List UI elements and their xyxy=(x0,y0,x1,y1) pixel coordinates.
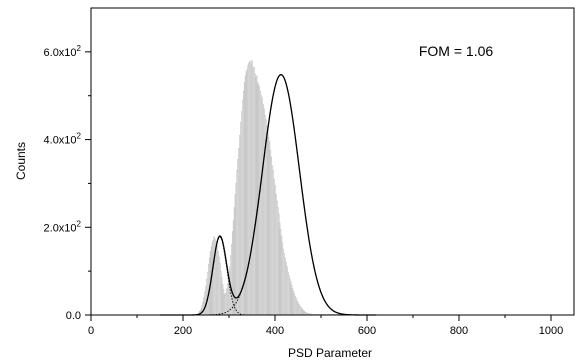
x-tick-label: 200 xyxy=(174,325,192,337)
y-tick-label: 4.0x102 xyxy=(44,132,82,147)
y-axis: 0.0 2.0x102 4.0x102 6.0x102 xyxy=(44,44,91,322)
fom-annotation: FOM = 1.06 xyxy=(419,43,494,59)
y-tick-label: 2.0x102 xyxy=(44,219,82,234)
x-tick-label: 600 xyxy=(358,325,376,337)
y-tick-label: 0.0 xyxy=(66,310,81,322)
x-tick-label: 800 xyxy=(450,325,468,337)
x-axis-title: PSD Parameter xyxy=(288,346,372,360)
histogram-bars xyxy=(198,60,352,316)
x-tick-label: 400 xyxy=(266,325,284,337)
plot-frame xyxy=(90,7,575,316)
x-axis: 0 200 400 600 800 1000 xyxy=(88,315,563,337)
y-axis-title: Counts xyxy=(14,142,28,180)
x-tick-label: 0 xyxy=(88,325,94,337)
x-tick-label: 1000 xyxy=(539,325,563,337)
y-tick-label: 6.0x102 xyxy=(44,44,82,59)
